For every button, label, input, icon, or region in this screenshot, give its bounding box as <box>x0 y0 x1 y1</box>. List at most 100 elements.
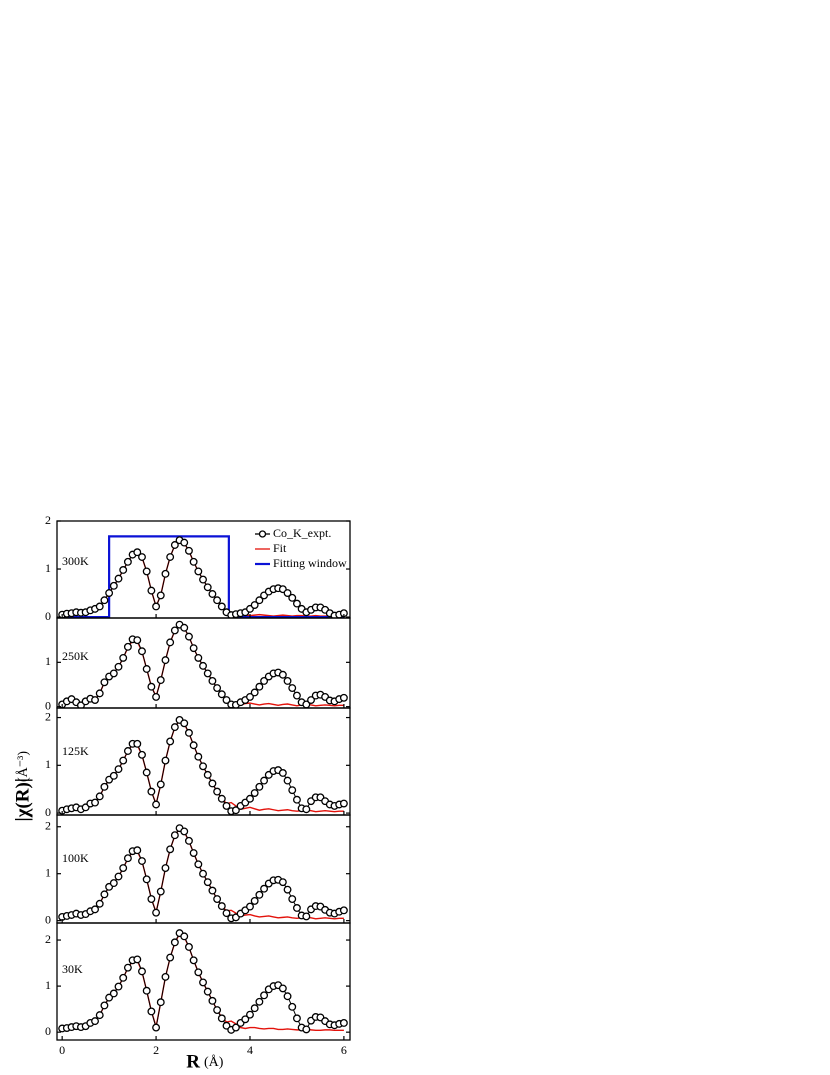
panel-label: 30K <box>62 962 83 976</box>
y-tick-label: 0 <box>45 912 51 926</box>
data-point <box>222 801 231 810</box>
data-point <box>199 575 207 584</box>
data-point <box>203 669 212 678</box>
y-axis-unit: (Å⁻³) <box>15 751 31 782</box>
data-point <box>278 878 287 887</box>
data-point <box>199 661 207 670</box>
data-point <box>217 602 226 611</box>
data-point <box>123 747 132 755</box>
data-point <box>246 902 254 911</box>
y-tick-label: 1 <box>45 757 51 771</box>
data-point <box>292 795 301 804</box>
data-point <box>278 769 287 777</box>
data-point <box>95 792 104 801</box>
data-point <box>194 968 203 977</box>
data-point <box>142 875 151 884</box>
data-point <box>260 991 269 1000</box>
data-point <box>255 782 264 791</box>
data-point <box>138 750 146 759</box>
data-point <box>91 905 99 914</box>
y-tick-label: 0 <box>45 609 51 623</box>
data-point <box>184 546 193 555</box>
data-point <box>203 878 212 887</box>
data-point <box>292 691 301 700</box>
legend-label: Fitting window <box>273 556 347 570</box>
x-tick-label: 4 <box>247 1043 253 1057</box>
data-point <box>138 857 146 865</box>
data-point <box>189 956 198 965</box>
data-point <box>138 967 146 976</box>
data-point <box>100 782 109 791</box>
data-point <box>138 553 146 561</box>
data-point <box>199 869 207 878</box>
data-point <box>184 728 193 737</box>
data-point <box>166 953 175 962</box>
data-point <box>95 1011 104 1020</box>
y-axis-title: |χ(R)| <box>12 778 33 822</box>
y-tick-label: 0 <box>45 805 51 819</box>
data-point <box>147 1007 156 1016</box>
data-point <box>302 805 311 814</box>
data-point <box>302 1025 311 1034</box>
data-point <box>241 1015 250 1024</box>
data-point <box>133 636 142 645</box>
data-point <box>119 864 128 873</box>
y-tick-label: 2 <box>45 932 51 946</box>
data-point <box>203 770 212 779</box>
data-point <box>156 676 165 685</box>
data-point <box>166 553 175 561</box>
panel-label: 300K <box>62 554 89 568</box>
panel-label: 100K <box>62 851 89 865</box>
data-point <box>156 998 165 1007</box>
data-point <box>156 591 165 600</box>
data-point <box>288 593 297 602</box>
data-point <box>222 696 231 704</box>
data-point <box>292 904 301 912</box>
data-point <box>189 849 198 857</box>
data-point <box>283 885 292 894</box>
data-point <box>255 997 264 1006</box>
data-point <box>246 794 254 803</box>
x-tick-label: 2 <box>153 1043 159 1057</box>
data-point <box>189 557 198 566</box>
panel-label: 125K <box>62 744 89 758</box>
data-point <box>166 845 175 854</box>
data-point <box>288 786 297 795</box>
data-point <box>119 973 128 982</box>
data-point <box>147 787 156 796</box>
data-point <box>142 768 151 777</box>
data-point <box>152 602 161 611</box>
data-point <box>100 596 109 605</box>
data-point <box>166 737 175 746</box>
data-point <box>184 943 193 951</box>
data-point <box>189 741 198 750</box>
data-point <box>213 787 222 796</box>
data-point <box>161 972 170 981</box>
data-point <box>231 806 240 815</box>
data-point <box>109 771 118 780</box>
data-point <box>339 906 348 915</box>
data-point <box>283 992 292 1001</box>
data-point <box>123 963 132 972</box>
data-point <box>292 1014 301 1023</box>
data-point <box>152 800 161 809</box>
plot-area <box>58 929 348 1034</box>
data-point <box>142 665 151 673</box>
data-point <box>339 1019 348 1027</box>
data-point <box>142 567 151 576</box>
data-point <box>231 1023 240 1032</box>
data-point <box>288 895 297 904</box>
data-point <box>250 688 259 697</box>
data-point <box>123 854 132 863</box>
data-point <box>213 596 222 605</box>
data-point <box>255 596 264 605</box>
plot-area <box>58 535 348 618</box>
plot-area <box>58 620 348 708</box>
data-point <box>260 884 269 893</box>
data-point <box>170 831 179 840</box>
data-point <box>260 776 269 785</box>
data-point <box>217 690 226 699</box>
data-point <box>170 723 179 732</box>
data-point <box>109 989 118 998</box>
